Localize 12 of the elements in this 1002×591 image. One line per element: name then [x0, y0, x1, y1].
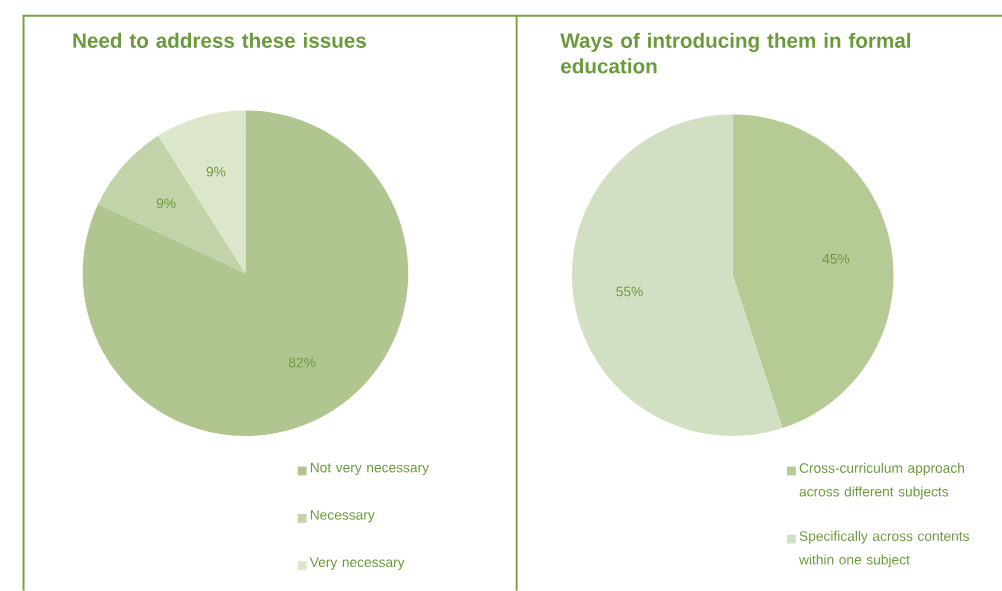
data-label: 45%	[822, 254, 850, 264]
legend-label: Specifically across contents within one subject	[798, 530, 969, 568]
data-label: 55%	[616, 286, 643, 297]
legend-label: Necessary	[310, 510, 375, 523]
chart-title: Need to address these issues	[73, 32, 366, 48]
data-label: 9%	[206, 166, 226, 177]
data-label: 9%	[156, 198, 176, 209]
chart-title: Ways of introducing them in formal education	[560, 32, 911, 74]
data-label: 82%	[288, 357, 316, 368]
legend-label: Not very necessary	[310, 462, 429, 476]
legend-label: Cross-curriculum approach across different subjects	[799, 462, 964, 500]
legend-label: Very necessary	[309, 557, 405, 570]
